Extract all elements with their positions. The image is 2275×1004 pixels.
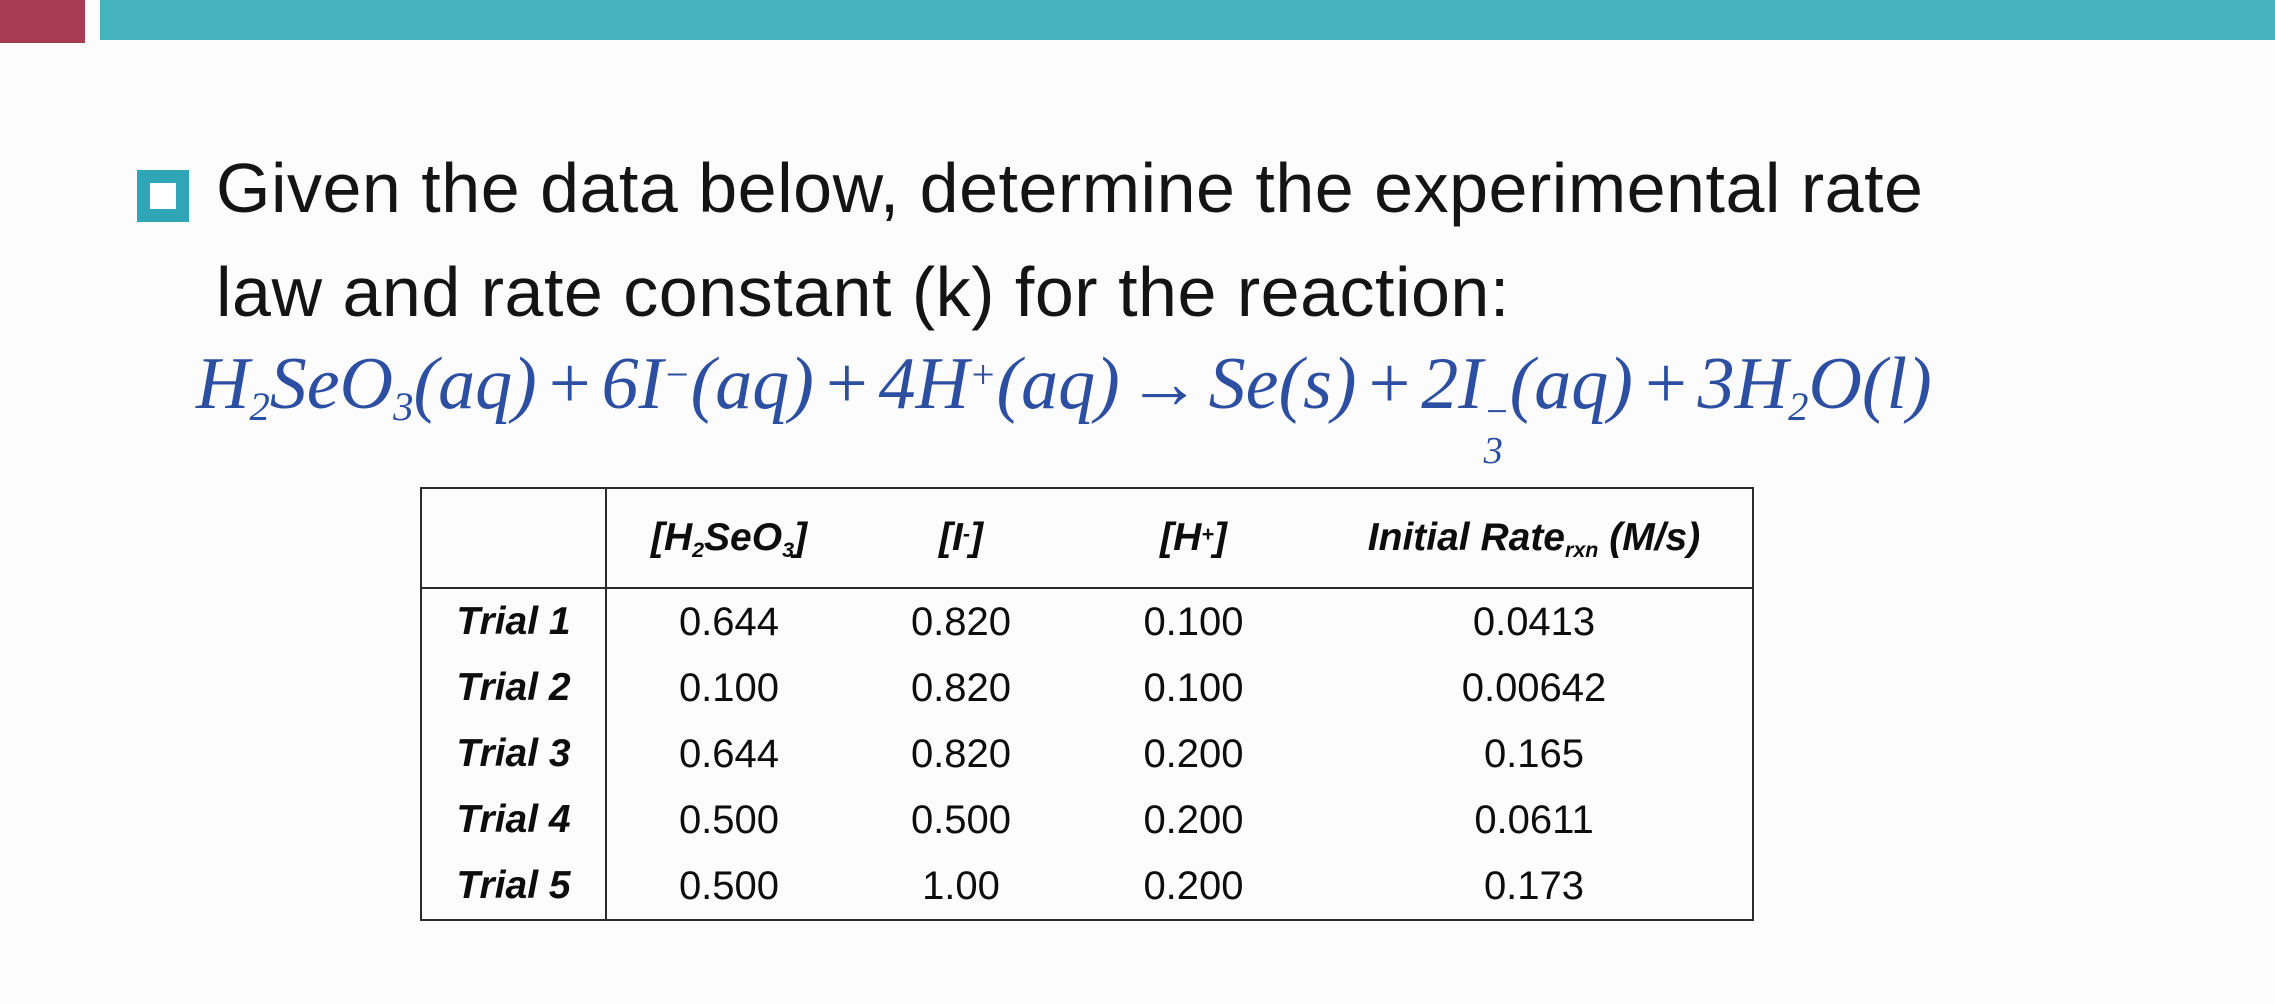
table-cell: 0.173	[1483, 863, 1585, 908]
table-cell: 0.200	[1143, 731, 1244, 776]
table-cell: 0.0413	[1472, 599, 1596, 644]
table-row: Trial 1 0.644 0.820 0.100 0.0413	[421, 588, 1753, 655]
rate-data-table: [H2SeO3] [I-] [H+] Initial Raterxn (M/s)…	[420, 487, 1754, 921]
header-iodide: [I-]	[851, 488, 1071, 589]
table-cell: 0.100	[1143, 599, 1244, 644]
trial-label: Trial 5	[421, 853, 607, 920]
trial-label: Trial 4	[421, 787, 607, 853]
header-accent-teal-bar	[100, 0, 2275, 40]
header-accent-red-block	[0, 0, 85, 43]
bullet-square-icon	[137, 170, 189, 222]
table-row: Trial 2 0.100 0.820 0.100 0.00642	[421, 655, 1753, 721]
trial-label: Trial 2	[421, 655, 607, 721]
table-row: Trial 4 0.500 0.500 0.200 0.0611	[421, 787, 1753, 853]
prompt-text-line-1: Given the data below, determine the expe…	[216, 149, 1924, 227]
table-cell: 0.820	[910, 665, 1012, 710]
table-cell: 0.165	[1483, 731, 1585, 776]
table-cell: 0.0611	[1474, 797, 1594, 842]
table-row: Trial 3 0.644 0.820 0.200 0.165	[421, 721, 1753, 787]
table-cell: 0.500	[678, 863, 780, 908]
table-cell: 0.644	[678, 599, 780, 644]
table-cell: 0.820	[910, 599, 1012, 644]
header-h2seo3: [H2SeO3]	[606, 488, 851, 589]
header-empty-cell	[421, 488, 607, 589]
table-row: Trial 5 0.500 1.00 0.200 0.173	[421, 853, 1753, 920]
table-cell: 0.200	[1143, 797, 1244, 842]
table-cell: 0.500	[678, 797, 780, 842]
table-cell: 0.820	[910, 731, 1012, 776]
header-hplus: [H+]	[1071, 488, 1316, 589]
table-cell: 0.500	[910, 797, 1012, 842]
table-cell: 1.00	[922, 863, 1000, 908]
table-header-row: [H2SeO3] [I-] [H+] Initial Raterxn (M/s)	[421, 488, 1753, 589]
table-cell: 0.100	[1143, 665, 1244, 710]
table-cell: 0.100	[678, 665, 780, 710]
header-initial-rate: Initial Raterxn (M/s)	[1316, 488, 1753, 589]
table-cell: 0.644	[678, 731, 780, 776]
trial-label: Trial 1	[421, 588, 607, 655]
table-body: Trial 1 0.644 0.820 0.100 0.0413 Trial 2 0.100…	[421, 588, 1753, 920]
trial-label: Trial 3	[421, 721, 607, 787]
table-cell: 0.200	[1143, 863, 1244, 908]
table-cell: 0.00642	[1461, 665, 1607, 710]
prompt-text-line-2: law and rate constant (k) for the reacti…	[216, 253, 1510, 331]
chemical-equation: H2SeO3(aq)+6I−(aq)+4H+(aq)→Se(s)+2I −3 (aq…	[196, 343, 1932, 472]
